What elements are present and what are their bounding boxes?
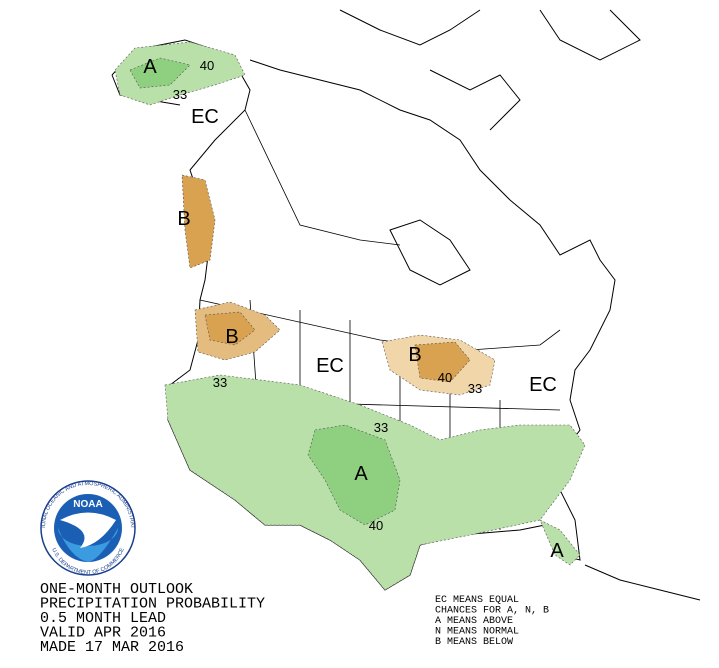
map-label: A bbox=[143, 56, 157, 78]
map-label: 33 bbox=[468, 381, 482, 396]
map-label: 33 bbox=[374, 420, 388, 435]
map-label: 33 bbox=[173, 87, 187, 102]
legend-line: B MEANS BELOW bbox=[435, 637, 513, 648]
map-label: B bbox=[177, 208, 190, 230]
great-lakes-below-40 bbox=[414, 341, 471, 383]
map-label: 33 bbox=[213, 375, 227, 390]
plains-above-40 bbox=[307, 424, 401, 526]
northwest-below-40 bbox=[204, 311, 256, 346]
logo-bird bbox=[60, 512, 116, 548]
legend-line: CHANCES FOR A, N, B bbox=[435, 606, 549, 617]
title-line: PRECIPITATION PROBABILITY bbox=[40, 596, 265, 613]
map-label: EC bbox=[316, 355, 344, 377]
map-label: 40 bbox=[200, 58, 214, 73]
title-line: ONE-MONTH OUTLOOK bbox=[40, 581, 193, 598]
hudson-bay bbox=[389, 219, 471, 286]
map-label: A bbox=[354, 463, 368, 485]
map-label: EC bbox=[191, 106, 219, 128]
caribbean bbox=[584, 564, 701, 601]
map-label: B bbox=[225, 326, 238, 348]
arctic-islands bbox=[339, 9, 641, 131]
map-label: B bbox=[408, 344, 421, 366]
map-label: EC bbox=[529, 374, 557, 396]
map-labels: A 40 33 EC B B EC B 40 33 EC 33 33 A 40 A bbox=[143, 56, 564, 562]
map-label: 40 bbox=[369, 518, 383, 533]
legend-line: A MEANS ABOVE bbox=[435, 616, 513, 627]
legend-line: N MEANS NORMAL bbox=[435, 627, 519, 638]
canada-provinces bbox=[244, 109, 401, 246]
probability-regions bbox=[114, 41, 586, 591]
legend-line: EC MEANS EQUAL bbox=[435, 595, 519, 606]
florida-above bbox=[539, 519, 581, 566]
title-line: VALID APR 2016 bbox=[40, 625, 166, 642]
logo-wave bbox=[58, 528, 118, 562]
title-line: MADE 17 MAR 2016 bbox=[40, 639, 184, 656]
alaska-above-40 bbox=[129, 57, 191, 89]
logo-name: NOAA bbox=[73, 499, 102, 510]
coast-below bbox=[181, 174, 216, 269]
title-line: 0.5 MONTH LEAD bbox=[40, 610, 166, 627]
map-label: A bbox=[550, 540, 564, 562]
map-label: 40 bbox=[438, 370, 452, 385]
